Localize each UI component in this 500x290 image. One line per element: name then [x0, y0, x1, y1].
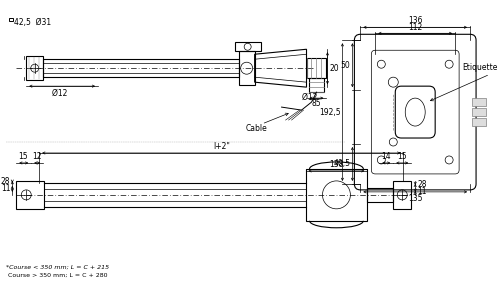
Bar: [308, 78, 324, 92]
Bar: [472, 98, 486, 106]
Text: 112: 112: [408, 23, 422, 32]
Text: 11: 11: [417, 187, 426, 196]
Bar: [26, 56, 43, 80]
Bar: [306, 169, 368, 221]
Text: 11: 11: [1, 184, 11, 193]
Text: *Course < 350 mm; L = C + 215: *Course < 350 mm; L = C + 215: [6, 265, 110, 270]
Text: 15: 15: [18, 152, 28, 161]
Text: 12: 12: [32, 152, 42, 161]
Bar: [306, 58, 326, 78]
Bar: [234, 42, 260, 51]
Bar: [472, 118, 486, 126]
Text: 14: 14: [382, 152, 391, 161]
Text: Ø12: Ø12: [52, 89, 72, 98]
Text: Cable: Cable: [246, 124, 268, 133]
Text: 28: 28: [417, 180, 426, 189]
Bar: [43, 59, 238, 77]
Bar: [368, 188, 394, 202]
Text: 136: 136: [408, 16, 422, 25]
Text: Ø12: Ø12: [302, 93, 322, 102]
Text: l+2": l+2": [213, 142, 230, 151]
Bar: [238, 51, 254, 85]
Bar: [16, 181, 44, 209]
Text: 138: 138: [329, 160, 344, 169]
Text: 50: 50: [340, 61, 350, 70]
Bar: [10, 18, 13, 21]
Text: 15: 15: [398, 152, 407, 161]
Text: 42,5  Ø31: 42,5 Ø31: [14, 18, 51, 27]
Text: Etiquette: Etiquette: [462, 63, 498, 72]
Bar: [394, 181, 411, 209]
Text: Course > 350 mm; L = C + 280: Course > 350 mm; L = C + 280: [6, 273, 108, 278]
Text: 20: 20: [330, 64, 339, 73]
Bar: [472, 108, 486, 116]
Text: 28: 28: [1, 177, 11, 186]
Text: 85: 85: [312, 99, 322, 108]
Text: 40,5: 40,5: [334, 160, 350, 168]
Text: 135: 135: [408, 194, 422, 203]
Text: 192,5: 192,5: [319, 108, 340, 117]
